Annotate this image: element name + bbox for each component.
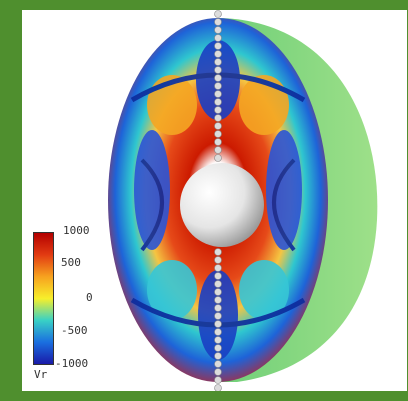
- inner-core: [180, 163, 264, 247]
- colorbar-tick-0: 0: [86, 291, 93, 304]
- visualization-panel: 1000 500 0 -500 -1000 Vr: [22, 10, 407, 391]
- colorbar-tick-1000: 1000: [63, 224, 90, 237]
- colorbar-variable-label: Vr: [34, 368, 48, 381]
- rotation-axis: [214, 10, 222, 391]
- colorbar-tick-minus-1000: -1000: [55, 357, 89, 370]
- colorbar: [33, 232, 54, 365]
- colorbar-tick-minus-500: -500: [61, 324, 88, 337]
- colorbar-tick-500: 500: [61, 256, 81, 269]
- sphere-cutaway-visualization: [108, 10, 378, 391]
